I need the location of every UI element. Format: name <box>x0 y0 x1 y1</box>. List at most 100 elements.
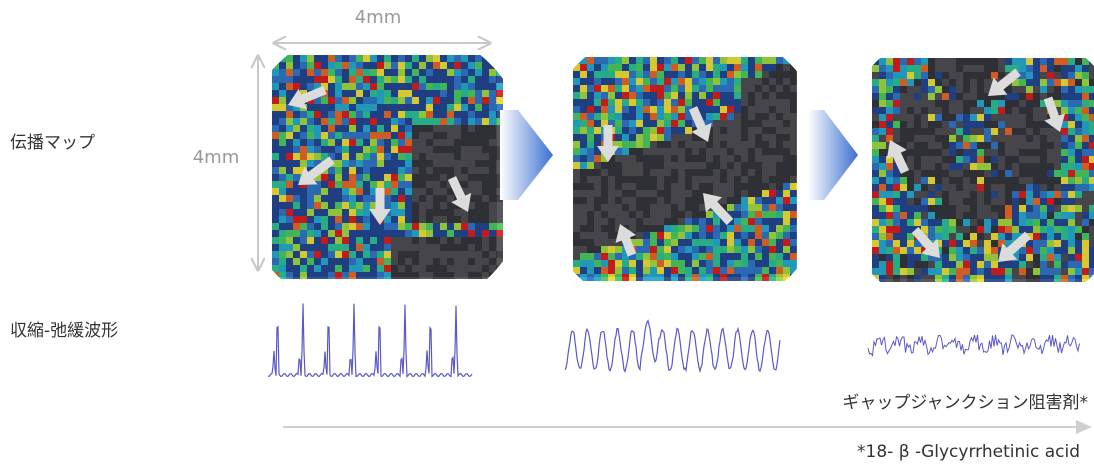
map-cell <box>935 121 942 128</box>
map-cell <box>587 169 594 176</box>
map-cell <box>1075 163 1082 170</box>
map-cell <box>949 205 956 212</box>
map-cell <box>998 163 1005 170</box>
map-cell <box>1061 198 1068 205</box>
map-cell <box>720 239 727 246</box>
map-cell <box>321 132 328 139</box>
map-cell <box>475 272 482 279</box>
map-cell <box>615 246 622 253</box>
map-cell <box>963 163 970 170</box>
map-cell <box>349 216 356 223</box>
map-cell <box>727 176 734 183</box>
map-cell <box>1068 79 1075 86</box>
map-cell <box>664 197 671 204</box>
map-cell <box>1026 58 1033 65</box>
map-cell <box>398 174 405 181</box>
map-cell <box>314 216 321 223</box>
map-cell <box>963 107 970 114</box>
map-cell <box>984 142 991 149</box>
map-cell <box>307 111 314 118</box>
map-cell <box>643 113 650 120</box>
map-cell <box>678 267 685 274</box>
map-cell <box>1082 177 1089 184</box>
map-cell <box>1040 184 1047 191</box>
map-cell <box>314 146 321 153</box>
map-cell <box>762 148 769 155</box>
map-cell <box>622 113 629 120</box>
map-cell <box>482 188 489 195</box>
map-cell <box>671 127 678 134</box>
map-cell <box>713 113 720 120</box>
map-cell <box>482 195 489 202</box>
map-cell <box>963 275 970 282</box>
map-cell <box>405 167 412 174</box>
map-cell <box>1019 205 1026 212</box>
map-cell <box>356 209 363 216</box>
map-cell <box>286 132 293 139</box>
map-cell <box>419 83 426 90</box>
map-cell <box>977 170 984 177</box>
map-cell <box>1040 149 1047 156</box>
map-cell <box>1082 198 1089 205</box>
map-cell <box>391 181 398 188</box>
map-cell <box>692 57 699 64</box>
map-cell <box>615 71 622 78</box>
map-cell <box>391 76 398 83</box>
map-cell <box>608 78 615 85</box>
map-cell <box>1075 219 1082 226</box>
map-cell <box>482 237 489 244</box>
map-cell <box>755 239 762 246</box>
map-cell <box>475 202 482 209</box>
map-cell <box>727 134 734 141</box>
map-cell <box>790 197 797 204</box>
map-cell <box>433 139 440 146</box>
map-cell <box>405 83 412 90</box>
map-cell <box>1019 261 1026 268</box>
map-cell <box>886 275 893 282</box>
map-cell <box>636 64 643 71</box>
map-cell <box>328 111 335 118</box>
map-cell <box>921 177 928 184</box>
map-cell <box>349 132 356 139</box>
map-cell <box>734 106 741 113</box>
height-label: 4mm <box>193 147 240 168</box>
map-cell <box>601 78 608 85</box>
map-cell <box>643 218 650 225</box>
map-cell <box>727 267 734 274</box>
map-cell <box>307 237 314 244</box>
map-cell <box>872 254 879 261</box>
map-cell <box>762 176 769 183</box>
map-cell <box>935 149 942 156</box>
map-cell <box>1082 205 1089 212</box>
map-cell <box>650 120 657 127</box>
map-cell <box>1026 219 1033 226</box>
map-cell <box>769 204 776 211</box>
map-cell <box>629 176 636 183</box>
map-cell <box>328 62 335 69</box>
map-cell <box>573 113 580 120</box>
map-cell <box>412 167 419 174</box>
map-cell <box>349 62 356 69</box>
map-cell <box>984 149 991 156</box>
map-cell <box>664 106 671 113</box>
map-cell <box>914 86 921 93</box>
chevron <box>808 110 858 200</box>
map-cell <box>615 218 622 225</box>
map-cell <box>671 211 678 218</box>
map-cell <box>1068 121 1075 128</box>
map-cell <box>678 162 685 169</box>
map-cell <box>391 258 398 265</box>
map-cell <box>419 76 426 83</box>
map-cell <box>956 142 963 149</box>
map-cell <box>461 83 468 90</box>
map-cell <box>991 191 998 198</box>
map-cell <box>713 260 720 267</box>
map-cell <box>776 232 783 239</box>
map-cell <box>755 71 762 78</box>
map-cell <box>398 265 405 272</box>
map-cell <box>608 190 615 197</box>
map-cell <box>907 58 914 65</box>
map-cell <box>741 225 748 232</box>
map-cell <box>741 141 748 148</box>
map-cell <box>741 106 748 113</box>
